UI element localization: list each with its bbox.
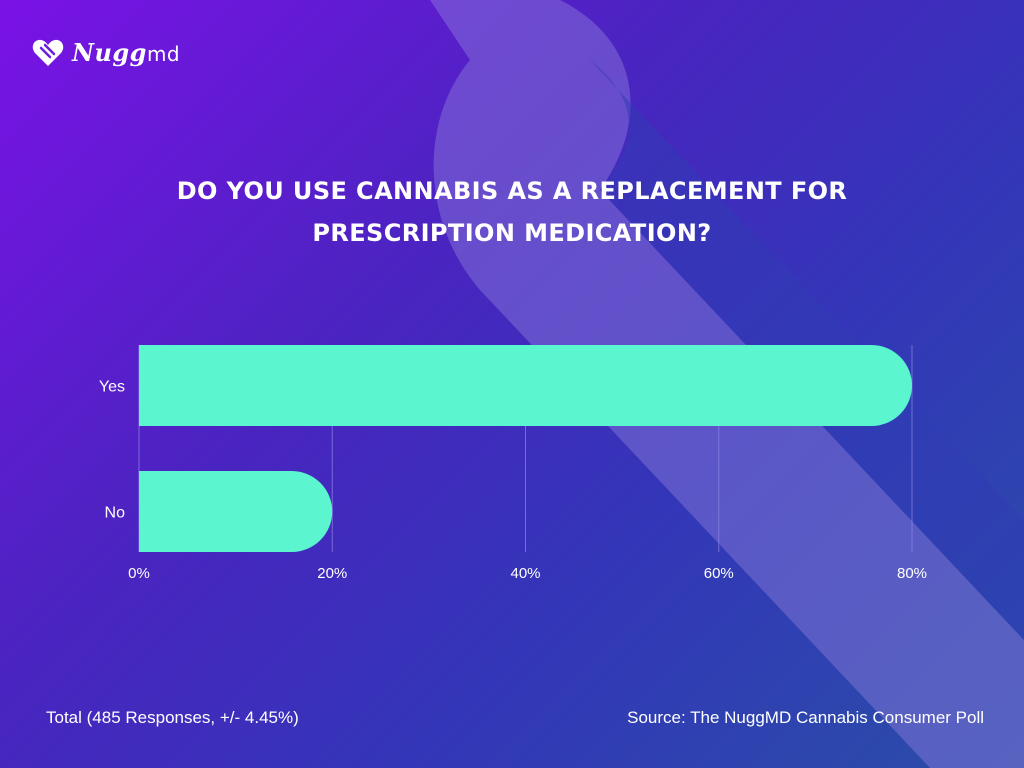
bar-no [139, 471, 333, 552]
category-label: Yes [99, 379, 125, 396]
x-tick-label: 20% [317, 565, 347, 582]
category-label: No [105, 505, 126, 522]
brand-logo: Nuggmd [32, 38, 180, 67]
bar-yes [139, 345, 912, 426]
x-tick-label: 80% [897, 565, 927, 582]
source-note: Source: The NuggMD Cannabis Consumer Pol… [627, 708, 984, 727]
chart-title-line-1: DO YOU USE CANNABIS AS A REPLACEMENT FOR [176, 177, 848, 205]
chart-title: DO YOU USE CANNABIS AS A REPLACEMENT FOR… [112, 170, 912, 254]
total-responses: Total (485 Responses, +/- 4.45%) [46, 708, 299, 727]
x-tick-label: 60% [704, 565, 734, 582]
x-tick-label: 40% [510, 565, 540, 582]
chart-title-line-2: PRESCRIPTION MEDICATION? [312, 219, 712, 247]
x-tick-label: 0% [128, 565, 150, 582]
brand-wordmark: Nuggmd [72, 38, 181, 67]
heart-icon [32, 39, 64, 66]
